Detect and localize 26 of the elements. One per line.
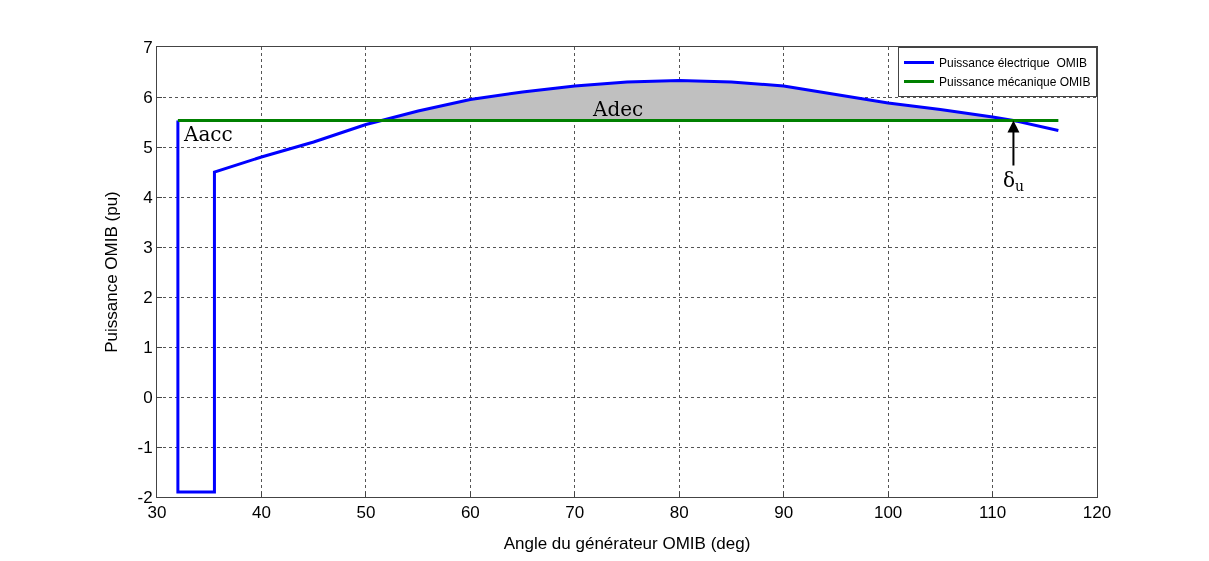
x-tick-label: 120	[1082, 503, 1112, 523]
x-tick-label: 110	[979, 503, 1007, 523]
x-axis-title: Angle du générateur OMIB (deg)	[503, 533, 751, 553]
x-tick-label: 60	[460, 503, 480, 523]
y-tick-label: 4	[143, 187, 153, 207]
x-tick-label: 100	[873, 503, 903, 523]
y-tick-label: 1	[143, 337, 153, 357]
y-tick-label: 3	[143, 237, 153, 257]
legend-label: Puissance mécanique OMIB	[939, 75, 1091, 90]
y-tick-label: 6	[143, 87, 153, 107]
line-series	[176, 79, 1060, 494]
annotation: δ$_{u}$	[1003, 168, 1025, 195]
x-tick-label: 90	[774, 503, 794, 523]
x-tick-label: 80	[669, 503, 689, 523]
y-tick-label: 0	[143, 387, 153, 407]
y-tick-label: 2	[143, 287, 153, 307]
y-axis-title: Puissance OMIB (pu)	[102, 191, 122, 353]
annotation: Aacc	[183, 122, 233, 146]
y-tick-label: 7	[143, 37, 153, 57]
y-tick-label: -1	[137, 437, 153, 457]
y-tick-label: 5	[143, 137, 153, 157]
x-tick-label: 40	[251, 503, 271, 523]
x-tick-label: 50	[356, 503, 376, 523]
legend-label: Puissance électrique OMIB	[939, 56, 1088, 71]
x-tick-label: 70	[565, 503, 585, 523]
annotation: Adec	[592, 97, 644, 121]
